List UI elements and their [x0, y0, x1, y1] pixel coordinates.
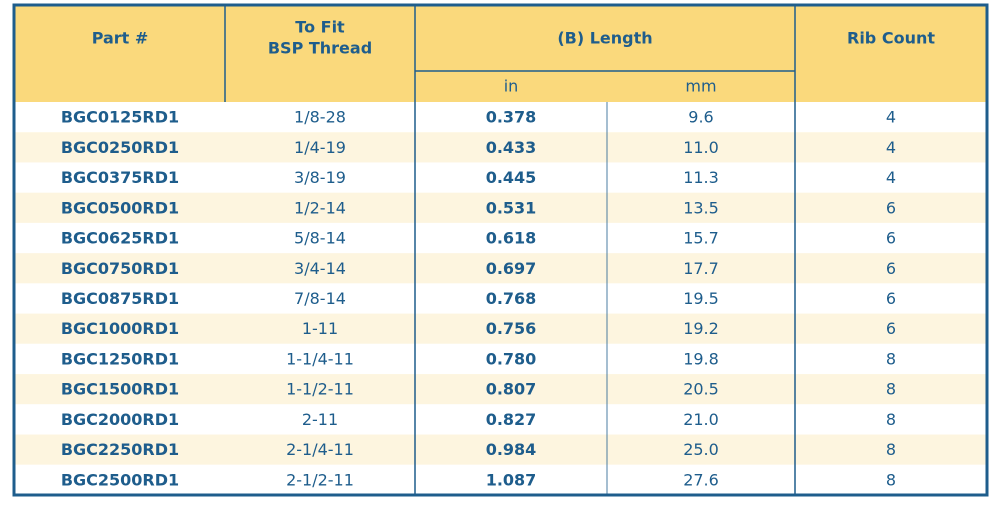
- cell: 1.087: [486, 470, 537, 489]
- cell: 3/8-19: [294, 168, 346, 187]
- cell: BGC2500RD1: [61, 470, 179, 489]
- cell: 8: [886, 410, 896, 429]
- row-bg: [14, 132, 987, 163]
- cell: 0.378: [486, 108, 537, 127]
- cell: 8: [886, 470, 896, 489]
- header-cell: Rib Count: [847, 29, 935, 48]
- cell: BGC0875RD1: [61, 289, 179, 308]
- cell: 19.2: [683, 319, 719, 338]
- header-cell: BSP Thread: [268, 39, 372, 58]
- row-bg: [14, 253, 987, 284]
- cell: 7/8-14: [294, 289, 346, 308]
- cell: 0.827: [486, 410, 537, 429]
- cell: 0.433: [486, 138, 537, 157]
- cell: 0.756: [486, 319, 537, 338]
- row-bg: [14, 162, 987, 193]
- cell: 13.5: [683, 198, 719, 217]
- cell: 1/2-14: [294, 198, 346, 217]
- cell: BGC0625RD1: [61, 229, 179, 248]
- header-cell: (B) Length: [557, 29, 652, 48]
- cell: 19.8: [683, 349, 719, 368]
- row-bg: [14, 434, 987, 465]
- cell: BGC1500RD1: [61, 380, 179, 399]
- cell: 0.780: [486, 349, 537, 368]
- cell: 25.0: [683, 440, 719, 459]
- cell: 11.3: [683, 168, 719, 187]
- cell: 0.768: [486, 289, 537, 308]
- row-bg: [14, 343, 987, 375]
- cell: 8: [886, 349, 896, 368]
- cell: 4: [886, 138, 896, 157]
- cell: 0.807: [486, 380, 537, 399]
- header-band: [14, 5, 987, 102]
- cell: 15.7: [683, 229, 719, 248]
- cell: BGC2000RD1: [61, 410, 179, 429]
- row-bg: [14, 283, 987, 314]
- cell: 1-1/4-11: [286, 349, 354, 368]
- cell: BGC0500RD1: [61, 198, 179, 217]
- cell: 5/8-14: [294, 229, 346, 248]
- cell: 20.5: [683, 380, 719, 399]
- cell: 0.697: [486, 259, 537, 278]
- subheader-cell: in: [504, 77, 519, 96]
- row-bg: [14, 102, 987, 133]
- header-cell: Part #: [92, 29, 149, 48]
- row-bg: [14, 404, 987, 435]
- cell: 1-11: [302, 319, 338, 338]
- cell: 0.531: [486, 198, 537, 217]
- cell: BGC2250RD1: [61, 440, 179, 459]
- row-bg: [14, 222, 987, 254]
- cell: 0.445: [486, 168, 537, 187]
- cell: 2-1/2-11: [286, 470, 354, 489]
- cell: 6: [886, 289, 896, 308]
- row-bg: [14, 313, 987, 344]
- cell: 6: [886, 259, 896, 278]
- cell: 6: [886, 319, 896, 338]
- row-bg: [14, 374, 987, 405]
- cell: 6: [886, 198, 896, 217]
- cell: 4: [886, 168, 896, 187]
- cell: 1/8-28: [294, 108, 346, 127]
- row-bg: [14, 464, 987, 495]
- cell: 17.7: [683, 259, 719, 278]
- cell: 0.618: [486, 229, 537, 248]
- cell: 6: [886, 229, 896, 248]
- cell: 8: [886, 380, 896, 399]
- cell: 19.5: [683, 289, 719, 308]
- cell: 1-1/2-11: [286, 380, 354, 399]
- cell: BGC0125RD1: [61, 108, 179, 127]
- cell: BGC1000RD1: [61, 319, 179, 338]
- cell: 2-11: [302, 410, 338, 429]
- cell: 11.0: [683, 138, 719, 157]
- cell: 2-1/4-11: [286, 440, 354, 459]
- cell: 3/4-14: [294, 259, 346, 278]
- cell: 8: [886, 440, 896, 459]
- cell: 9.6: [688, 108, 713, 127]
- row-bg: [14, 192, 987, 223]
- cell: BGC0375RD1: [61, 168, 179, 187]
- cell: 21.0: [683, 410, 719, 429]
- cell: BGC1250RD1: [61, 349, 179, 368]
- cell: 0.984: [486, 440, 537, 459]
- cell: 4: [886, 108, 896, 127]
- cell: BGC0750RD1: [61, 259, 179, 278]
- cell: BGC0250RD1: [61, 138, 179, 157]
- cell: 27.6: [683, 470, 719, 489]
- cell: 1/4-19: [294, 138, 346, 157]
- table-border: [12, 3, 989, 497]
- rows: BGC0125RD1 1/8-28 0.378 9.6 4 BGC0250RD1 1/4-1…: [14, 102, 987, 495]
- header-cell: To Fit: [295, 18, 345, 37]
- subheader-cell: mm: [685, 77, 716, 96]
